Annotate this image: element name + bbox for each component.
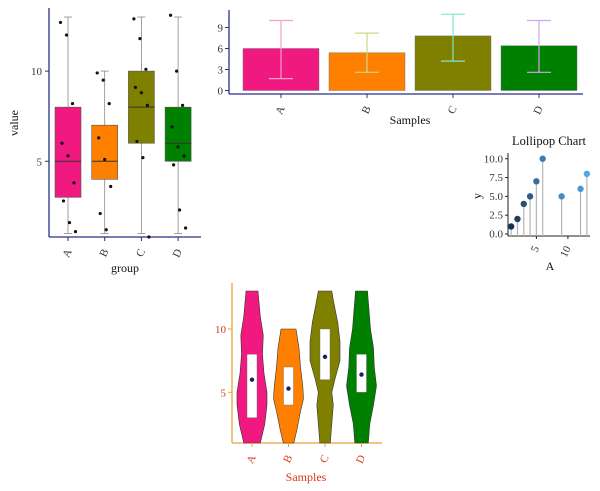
x-tick-label: B [281, 453, 295, 465]
x-tick-label: D [531, 104, 545, 116]
x-tick-label: 10 [558, 244, 574, 259]
data-point [139, 91, 143, 95]
data-point [147, 235, 151, 239]
data-point [98, 211, 102, 216]
chart-title: Lollipop Chart [512, 134, 586, 148]
mean-point [249, 377, 255, 382]
x-tick-label: A [244, 453, 258, 465]
data-point [141, 156, 145, 160]
data-point [67, 220, 72, 225]
x-axis-title: Samples [390, 113, 431, 127]
x-axis-title: group [111, 261, 139, 275]
y-tick-label: 6 [218, 44, 224, 56]
data-point [109, 184, 113, 189]
x-tick-label: C [446, 104, 460, 116]
lollipop-dot [514, 215, 521, 223]
data-point [169, 13, 173, 17]
data-point [72, 181, 76, 185]
data-point [175, 69, 179, 73]
x-tick-label: C [134, 247, 148, 259]
y-tick-label: 10 [31, 66, 43, 78]
x-axis-title: Samples [286, 470, 327, 484]
x-tick-label: A [273, 104, 287, 116]
mean-point [286, 386, 291, 391]
x-tick-label: A [60, 247, 74, 259]
mean-point [359, 372, 364, 377]
y-axis-title: value [7, 110, 21, 136]
y-tick-label: 5.0 [489, 191, 503, 203]
data-point [60, 141, 64, 145]
y-tick-label: 10.0 [484, 153, 504, 165]
y-tick-label: 10 [215, 324, 227, 336]
data-point [172, 163, 176, 167]
x-tick-label: 5 [529, 244, 542, 255]
y-axis-title: y [470, 193, 484, 199]
y-tick-label: 9 [218, 23, 224, 35]
y-tick-label: 0.0 [489, 229, 503, 241]
data-point [181, 103, 185, 107]
data-point [66, 154, 70, 158]
data-point [133, 85, 137, 89]
violin-box [319, 328, 331, 380]
data-point [138, 37, 142, 41]
box-A [54, 106, 82, 198]
data-point [104, 228, 108, 232]
x-tick-label: B [97, 247, 111, 259]
lollipop-dot [533, 178, 540, 185]
data-point [103, 157, 107, 162]
data-point [61, 199, 66, 203]
x-tick-label: D [354, 453, 368, 465]
data-point [184, 226, 188, 230]
data-point [144, 67, 148, 71]
lollipop-dot [558, 193, 565, 200]
box-D [164, 106, 192, 162]
data-point [101, 78, 105, 82]
data-point [170, 125, 174, 129]
data-point [182, 154, 186, 158]
y-tick-label: 2.5 [489, 210, 503, 222]
lollipop-dot [539, 155, 546, 162]
data-point [135, 139, 139, 144]
data-point [107, 101, 111, 106]
data-point [64, 33, 69, 37]
x-tick-label: B [360, 104, 374, 116]
violin-box [246, 354, 258, 418]
y-tick-label: 0 [218, 86, 224, 98]
lollipop-dot [520, 200, 527, 208]
violin-box [283, 366, 294, 406]
x-tick-label: C [318, 453, 332, 465]
data-point [70, 101, 75, 106]
data-point [176, 145, 180, 149]
mean-point [322, 354, 328, 360]
data-point [132, 17, 136, 21]
data-point [73, 229, 78, 234]
data-point [97, 136, 101, 140]
x-tick-label: D [171, 247, 185, 259]
lollipop-dot [583, 170, 591, 178]
y-tick-label: 7.5 [489, 172, 503, 184]
x-axis-title: A [546, 259, 555, 273]
lollipop-dot [577, 185, 584, 193]
data-point [95, 71, 99, 75]
y-tick-label: 5 [221, 387, 227, 399]
data-point [145, 103, 149, 107]
lollipop-dot [507, 223, 515, 230]
box-B [91, 124, 118, 180]
y-tick-label: 3 [218, 65, 224, 77]
lollipop-dot [526, 193, 534, 200]
data-point [58, 20, 63, 25]
y-tick-label: 5 [37, 156, 43, 168]
data-point [178, 208, 182, 212]
